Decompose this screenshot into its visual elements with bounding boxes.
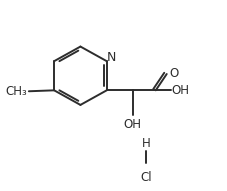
Text: Cl: Cl: [140, 171, 152, 184]
Text: N: N: [106, 50, 116, 64]
Text: OH: OH: [171, 84, 189, 97]
Text: O: O: [169, 67, 178, 80]
Text: CH₃: CH₃: [5, 85, 27, 98]
Text: OH: OH: [123, 118, 141, 131]
Text: H: H: [141, 137, 150, 150]
